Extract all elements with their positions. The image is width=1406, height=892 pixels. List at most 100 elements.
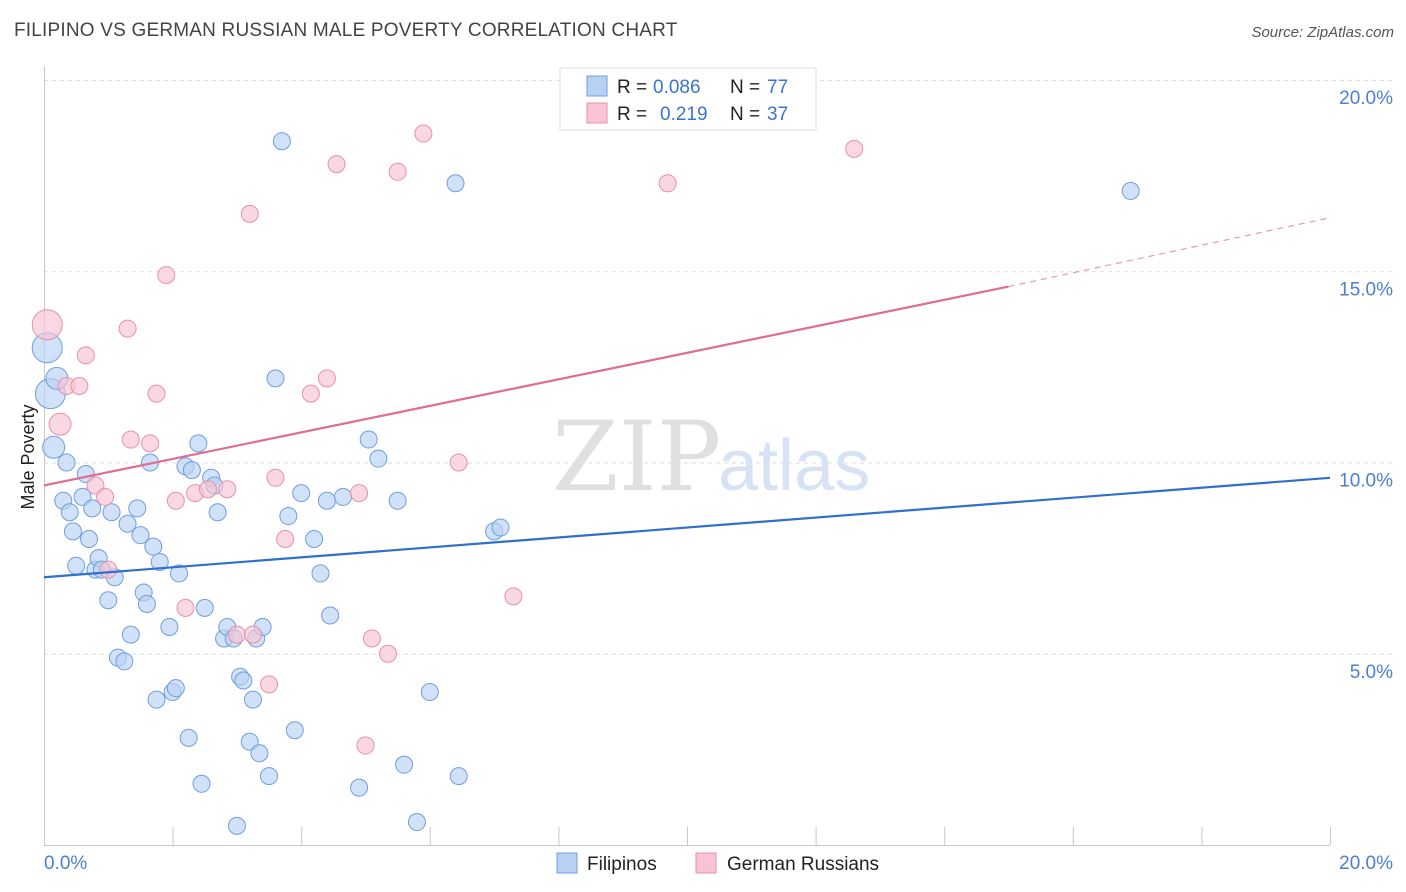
- point-filipinos-62: [311, 564, 330, 583]
- point-filipinos-64: [321, 606, 340, 625]
- trend-lines: [43, 217, 1331, 579]
- data-points: [31, 124, 1140, 835]
- point-german-russians-7: [99, 560, 118, 579]
- point-german-russians-17: [218, 480, 237, 499]
- point-filipinos-16: [99, 591, 118, 610]
- point-filipinos-69: [388, 491, 407, 510]
- point-german-russians-20: [243, 625, 262, 644]
- legend-r-label-1: R =: [617, 77, 647, 98]
- point-filipinos-65: [333, 487, 352, 506]
- point-filipinos-50: [240, 732, 259, 751]
- point-filipinos-40: [195, 598, 214, 617]
- point-german-russians-22: [266, 468, 285, 487]
- point-german-russians-14: [176, 598, 195, 617]
- source-label: Source: ZipAtlas.com: [1251, 24, 1394, 41]
- point-filipinos-56: [266, 369, 285, 388]
- point-filipinos-39: [192, 774, 211, 793]
- point-german-russians-9: [121, 430, 140, 449]
- point-german-russians-32: [414, 124, 433, 143]
- watermark-atlas: atlas: [718, 426, 870, 506]
- series-legend: Filipinos German Russians: [556, 852, 879, 875]
- point-german-russians-34: [504, 587, 523, 606]
- point-filipinos-60: [292, 484, 311, 503]
- point-filipinos-31: [160, 617, 179, 636]
- point-filipinos-23: [128, 499, 147, 518]
- point-filipinos-66: [350, 778, 369, 797]
- point-filipinos-63: [317, 491, 336, 510]
- point-filipinos-30: [150, 552, 169, 571]
- point-filipinos-7: [63, 522, 82, 541]
- point-filipinos-68: [369, 449, 388, 468]
- point-german-russians-21: [260, 675, 279, 694]
- point-german-russians-1: [48, 412, 72, 436]
- trend-line-german-russians-extension: [1008, 217, 1331, 288]
- point-filipinos-20: [115, 652, 134, 671]
- y-tick-label-0: 5.0%: [1350, 662, 1393, 683]
- legend-label-filipinos: Filipinos: [587, 854, 657, 875]
- legend-r-value-1: 0.086: [653, 77, 701, 98]
- point-filipinos-74: [449, 767, 468, 786]
- point-german-russians-3: [70, 377, 89, 395]
- point-german-russians-13: [166, 491, 185, 510]
- point-filipinos-8: [67, 556, 86, 575]
- point-german-russians-26: [327, 155, 346, 174]
- x-tick-label-0: 0.0%: [44, 853, 87, 874]
- point-filipinos-77: [1121, 181, 1140, 200]
- point-filipinos-47: [227, 816, 246, 835]
- point-filipinos-34: [170, 564, 189, 583]
- y-axis-label-group: Male Poverty: [18, 404, 38, 509]
- point-filipinos-71: [407, 813, 426, 832]
- axes: [44, 66, 1331, 846]
- point-filipinos-4: [57, 453, 76, 472]
- x-tick-label-1: 20.0%: [1339, 853, 1393, 874]
- point-german-russians-19: [240, 204, 259, 223]
- legend-n-value-1: 77: [767, 77, 788, 98]
- point-german-russians-16: [198, 480, 217, 499]
- point-filipinos-3: [42, 435, 66, 459]
- point-filipinos-37: [182, 461, 201, 480]
- point-filipinos-53: [250, 744, 269, 763]
- point-filipinos-21: [118, 514, 137, 533]
- point-german-russians-25: [317, 369, 336, 388]
- legend-label-german-russians: German Russians: [727, 854, 879, 875]
- point-filipinos-76: [491, 518, 510, 537]
- point-filipinos-17: [102, 503, 121, 522]
- point-filipinos-22: [121, 625, 140, 644]
- legend-n-label-2: N =: [730, 104, 760, 125]
- point-german-russians-10: [141, 434, 160, 453]
- point-german-russians-5: [86, 476, 105, 495]
- point-filipinos-73: [446, 174, 465, 193]
- point-filipinos-55: [260, 767, 279, 786]
- point-german-russians-23: [276, 530, 295, 548]
- point-filipinos-26: [137, 595, 156, 614]
- point-filipinos-6: [60, 503, 79, 522]
- point-german-russians-24: [301, 384, 320, 403]
- point-filipinos-36: [179, 728, 198, 747]
- point-filipinos-61: [305, 530, 324, 548]
- point-filipinos-72: [420, 683, 439, 701]
- point-german-russians-33: [449, 453, 468, 472]
- point-german-russians-6: [96, 487, 115, 506]
- point-german-russians-28: [356, 736, 375, 755]
- chart-title: FILIPINO VS GERMAN RUSSIAN MALE POVERTY …: [14, 20, 678, 41]
- bottom-swatch-filipinos: [556, 852, 578, 874]
- legend-n-value-2: 37: [767, 104, 788, 125]
- point-filipinos-24: [131, 526, 150, 545]
- point-filipinos-57: [272, 132, 291, 151]
- correlation-legend: R = 0.086 N = 77 R = 0.219 N = 37: [559, 67, 817, 131]
- point-filipinos-59: [285, 721, 304, 740]
- point-filipinos-51: [243, 690, 262, 709]
- grid-lines: [44, 80, 1394, 655]
- point-german-russians-4: [76, 346, 95, 365]
- point-german-russians-0: [31, 309, 63, 341]
- point-german-russians-27: [350, 484, 369, 503]
- y-tick-label-3: 20.0%: [1339, 88, 1393, 109]
- point-german-russians-31: [388, 162, 407, 181]
- point-filipinos-12: [83, 499, 102, 518]
- point-filipinos-11: [80, 530, 99, 548]
- point-filipinos-49: [234, 671, 253, 690]
- legend-n-label-1: N =: [730, 77, 760, 98]
- point-filipinos-70: [395, 755, 414, 774]
- bottom-swatch-german-russians: [695, 852, 717, 874]
- point-filipinos-33: [166, 679, 185, 698]
